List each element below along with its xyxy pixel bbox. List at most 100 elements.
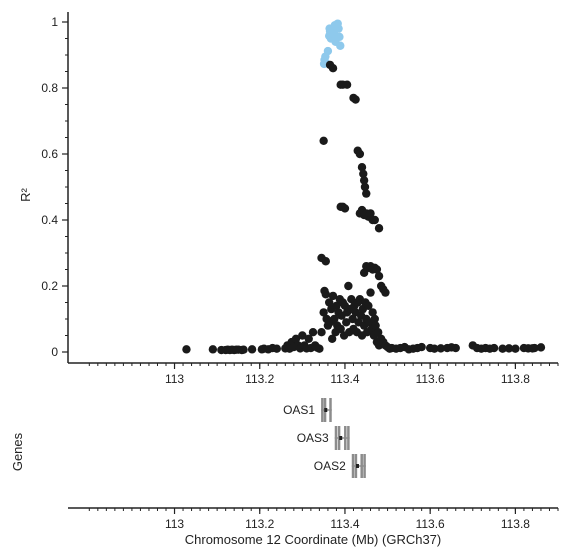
x-tick-label: 113	[165, 372, 184, 386]
variant-point	[373, 328, 383, 337]
variant-point	[417, 342, 426, 352]
variant-point	[239, 345, 248, 354]
variant-point	[328, 291, 338, 301]
variant-point	[347, 295, 356, 304]
genes-axis-title: Genes	[10, 432, 25, 471]
variant-point	[366, 288, 375, 297]
variant-point	[304, 334, 313, 343]
gene-marker	[339, 436, 343, 440]
variant-point	[330, 314, 339, 324]
scatter-points	[182, 19, 546, 355]
variant-point	[436, 344, 446, 353]
gene-exon	[347, 426, 350, 450]
x-tick-label: 113.6	[416, 517, 445, 531]
variant-point	[336, 324, 345, 334]
variant-point	[359, 176, 369, 185]
gene-label: OAS3	[297, 431, 329, 445]
variant-point	[208, 345, 218, 354]
variant-point	[298, 331, 307, 340]
variant-point	[368, 308, 377, 317]
variant-point	[342, 318, 351, 327]
variant-point	[530, 343, 539, 353]
variant-point	[291, 334, 301, 343]
x-tick-label: 113.6	[416, 372, 445, 386]
gene-exon	[334, 426, 338, 450]
variant-point	[370, 314, 379, 324]
gene-label: OAS1	[283, 403, 315, 417]
y-tick-label: 0.8	[41, 81, 58, 95]
gene-track: OAS1 OAS3 OAS2	[283, 398, 366, 478]
gene-exon	[351, 454, 355, 478]
gene-exon	[363, 454, 366, 478]
variant-point	[366, 209, 375, 218]
gene-oas1: OAS1	[283, 398, 332, 422]
variant-point	[370, 215, 379, 225]
variant-point	[381, 288, 390, 297]
variant-point	[319, 136, 328, 145]
x-axis-title: Chromosome 12 Coordinate (Mb) (GRCh37)	[185, 532, 441, 547]
variant-point	[342, 80, 352, 89]
top-x-ticks: 113 113.2 113.4 113.6 113.8	[88, 363, 559, 386]
x-tick-label: 113.4	[330, 517, 359, 531]
y-tick-label: 0	[51, 345, 58, 359]
variant-point	[357, 163, 367, 172]
variant-point	[315, 344, 324, 353]
x-tick-label: 113.8	[501, 372, 530, 386]
variant-point	[362, 189, 371, 198]
variant-point	[247, 345, 257, 354]
variant-point	[324, 298, 334, 307]
gene-marker	[324, 408, 328, 412]
gene-label: OAS2	[314, 459, 346, 473]
bottom-x-ticks: 113 113.2 113.4 113.6 113.8	[88, 508, 559, 531]
variant-point	[374, 271, 384, 281]
x-tick-label: 113	[165, 517, 184, 531]
variant-point	[451, 343, 460, 353]
variant-point	[511, 344, 520, 353]
variant-point	[328, 63, 338, 73]
variant-point	[308, 328, 318, 337]
variant-point	[340, 204, 350, 213]
gene-exon	[337, 426, 341, 450]
variant-point	[372, 265, 382, 274]
variant-point	[371, 321, 380, 330]
variant-point	[317, 253, 326, 263]
variant-point	[272, 344, 281, 353]
variant-point	[351, 95, 360, 104]
gene-oas2: OAS2	[314, 454, 366, 478]
y-tick-label: 0.4	[41, 213, 58, 227]
variant-point	[359, 169, 368, 178]
x-tick-label: 113.2	[245, 372, 274, 386]
y-axis-title: R²	[18, 187, 33, 201]
variant-point	[327, 334, 337, 343]
x-tick-label: 113.8	[501, 517, 530, 531]
gene-exon	[360, 454, 363, 478]
variant-point	[374, 224, 384, 233]
variant-point	[504, 344, 514, 353]
x-tick-label: 113.4	[330, 372, 359, 386]
variant-point	[317, 328, 326, 337]
variant-point	[355, 149, 365, 159]
high-ld-point	[335, 32, 344, 42]
gene-exon	[329, 398, 332, 422]
x-tick-label: 113.2	[245, 517, 274, 531]
y-tick-label: 0.6	[41, 147, 58, 161]
variant-point	[498, 344, 507, 353]
gene-exon	[354, 454, 358, 478]
gene-exon	[344, 426, 347, 450]
y-tick-label: 0.2	[41, 279, 58, 293]
variant-point	[364, 301, 373, 310]
variant-point	[489, 343, 499, 353]
high-ld-point	[330, 21, 339, 30]
variant-point	[536, 343, 546, 352]
high-ld-point	[336, 41, 345, 50]
gene-exon	[321, 398, 324, 422]
variant-point	[321, 290, 330, 299]
y-tick-label: 1	[51, 15, 58, 29]
variant-point	[182, 345, 191, 354]
top-y-ticks: 0 0.2 0.4 0.6 0.8 1	[41, 15, 68, 359]
variant-point	[360, 182, 370, 192]
variant-point	[332, 301, 341, 310]
gene-marker	[355, 464, 359, 468]
